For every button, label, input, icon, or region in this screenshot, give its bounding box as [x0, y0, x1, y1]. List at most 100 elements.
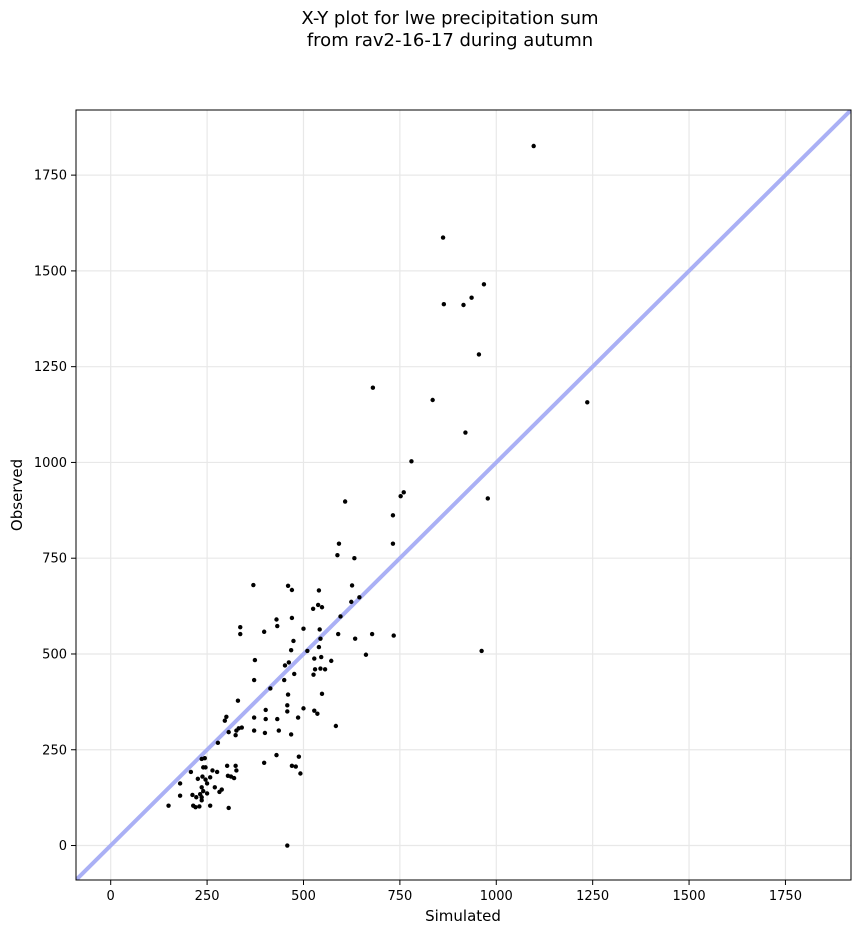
- data-point: [391, 633, 396, 638]
- data-point: [233, 763, 238, 769]
- data-point: [274, 752, 279, 758]
- data-point: [289, 587, 295, 593]
- data-point: [190, 792, 195, 798]
- data-point: [282, 677, 287, 683]
- data-point: [531, 143, 536, 149]
- data-point: [352, 556, 357, 561]
- data-point: [441, 302, 447, 307]
- x-tick-label: 500: [291, 889, 316, 904]
- y-tick-label: 1500: [34, 264, 67, 279]
- data-point: [336, 541, 342, 546]
- data-point: [318, 636, 323, 641]
- data-point: [282, 663, 288, 668]
- y-axis-label: Observed: [8, 459, 26, 531]
- data-point: [202, 755, 207, 761]
- y-tick-label: 500: [42, 647, 67, 662]
- data-point: [311, 672, 316, 677]
- plot-frame: [75, 109, 852, 881]
- x-axis-label: Simulated: [425, 907, 501, 925]
- data-point: [275, 716, 280, 722]
- data-point: [207, 803, 213, 808]
- data-point: [298, 771, 303, 776]
- data-point: [251, 582, 256, 588]
- data-point: [263, 707, 268, 713]
- data-point: [461, 302, 466, 308]
- data-point: [199, 795, 204, 800]
- x-tick-label: 1250: [576, 889, 609, 904]
- data-point: [319, 605, 325, 610]
- data-point: [312, 667, 318, 672]
- data-point: [485, 496, 490, 501]
- data-point: [296, 754, 302, 759]
- data-point: [352, 636, 358, 641]
- chart-title-line-2: from rav2-16-17 during autumn: [306, 30, 594, 51]
- data-point: [288, 732, 294, 737]
- data-point: [285, 692, 291, 697]
- data-point: [201, 765, 206, 770]
- data-point: [333, 723, 339, 729]
- x-tick-label: 1000: [480, 889, 513, 904]
- data-point: [251, 715, 257, 720]
- data-point: [252, 657, 258, 663]
- data-point: [285, 709, 290, 714]
- axis-ticks: 0 250 500 750 1000 1250 1500 1750 0 250 500 750 1000…: [34, 169, 802, 904]
- data-point: [204, 791, 210, 796]
- data-point: [476, 352, 482, 357]
- chart-title: X-Y plot for lwe precipitation sum from …: [0, 8, 860, 52]
- data-point: [390, 513, 396, 518]
- data-point: [585, 400, 590, 405]
- data-point: [349, 583, 355, 588]
- x-tick-label: 1750: [769, 889, 802, 904]
- data-point: [479, 648, 484, 654]
- data-point: [217, 789, 222, 795]
- data-point: [463, 430, 468, 435]
- data-point: [207, 775, 213, 780]
- data-point: [289, 763, 295, 769]
- data-point: [370, 385, 376, 390]
- data-point: [315, 602, 321, 608]
- data-points: [166, 143, 590, 848]
- data-point: [226, 729, 231, 735]
- x-tick-label: 1500: [673, 889, 706, 904]
- data-point: [235, 698, 241, 703]
- data-point: [293, 764, 298, 769]
- data-point: [319, 654, 324, 660]
- data-point: [316, 588, 322, 593]
- data-point: [312, 708, 317, 713]
- data-point: [177, 793, 183, 798]
- data-point: [215, 740, 221, 746]
- data-point: [224, 714, 229, 720]
- data-point: [285, 703, 290, 708]
- data-point: [481, 282, 487, 287]
- data-point: [286, 660, 292, 665]
- data-point: [231, 775, 237, 781]
- data-point: [166, 803, 171, 808]
- data-point: [224, 763, 230, 769]
- reference-line-layer: [76, 110, 851, 880]
- data-point: [401, 490, 406, 495]
- data-point: [357, 595, 362, 600]
- data-point: [369, 631, 375, 637]
- data-point: [275, 623, 280, 629]
- data-point: [319, 691, 325, 697]
- data-point: [200, 774, 205, 779]
- data-point: [268, 686, 273, 691]
- y-tick-label: 1000: [34, 456, 67, 471]
- chart-title-line-1: X-Y plot for lwe precipitation sum: [301, 8, 599, 29]
- data-point: [251, 728, 257, 733]
- data-point: [212, 785, 218, 790]
- data-point: [262, 730, 268, 736]
- data-point: [261, 629, 267, 634]
- data-point: [398, 493, 403, 499]
- data-point: [233, 732, 238, 738]
- data-point: [310, 606, 316, 611]
- data-point: [197, 804, 202, 809]
- y-tick-label: 250: [42, 743, 67, 758]
- data-point: [274, 617, 279, 622]
- data-point: [312, 656, 317, 661]
- data-point: [335, 631, 341, 637]
- data-point: [234, 728, 239, 733]
- data-point: [285, 583, 291, 588]
- data-point: [338, 614, 343, 619]
